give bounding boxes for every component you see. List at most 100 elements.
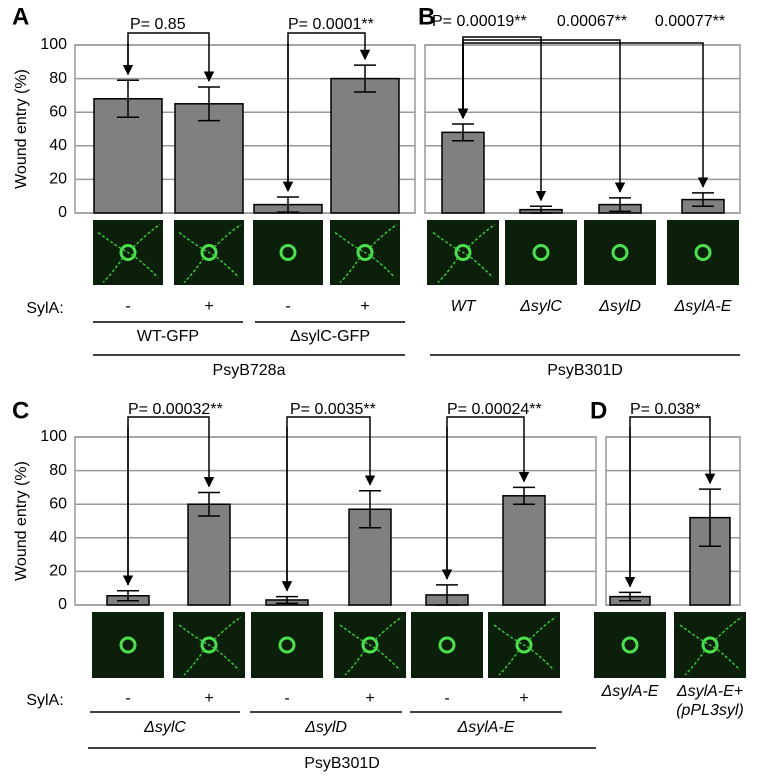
group-label: ΔsylC <box>143 719 186 736</box>
micrograph-hyphae <box>432 223 496 284</box>
category-label: - <box>444 690 450 707</box>
micrograph <box>505 220 577 285</box>
error-bar <box>692 192 714 208</box>
error-bar <box>117 589 139 602</box>
error-bar <box>513 486 535 505</box>
category-label-box: + <box>365 690 374 707</box>
micrograph <box>253 220 323 285</box>
error-bar <box>354 64 376 93</box>
error-bar <box>699 488 721 547</box>
micrograph <box>584 220 656 285</box>
micrograph-ring <box>278 636 296 654</box>
category-label-box: - <box>125 690 131 707</box>
micrograph-ring <box>200 636 218 654</box>
micrograph <box>667 220 739 285</box>
micrograph-ring <box>701 636 719 654</box>
p-value: P= 0.00024** <box>447 401 542 418</box>
y-tick-label: 60 <box>49 103 67 120</box>
micrograph-hyphae <box>493 616 557 676</box>
micrograph-hyphae <box>339 616 403 676</box>
plot-frame <box>605 436 741 606</box>
y-tick-label: 100 <box>40 36 67 53</box>
micrograph-ring <box>279 244 297 261</box>
panel-label: A <box>12 3 29 30</box>
error-bar <box>452 123 474 142</box>
category-label-box: + <box>204 298 214 315</box>
micrograph-hyphae <box>97 223 161 284</box>
panel-label: C <box>12 397 29 424</box>
p-value: P= 0.038* <box>630 401 701 418</box>
category-label: - <box>125 690 131 707</box>
bar <box>689 516 731 606</box>
category-label-box: ΔsylA-E+ (pPL3syl) <box>676 683 744 719</box>
strain-label: PsyB301D <box>304 755 380 772</box>
category-label-box: ΔsylA-E <box>674 298 732 315</box>
bar <box>502 495 546 606</box>
micrograph <box>594 612 666 678</box>
error-bar <box>117 79 139 118</box>
micrograph-hyphae <box>679 616 743 676</box>
micrograph <box>251 612 323 678</box>
category-label: - <box>284 690 290 707</box>
micrograph-hyphae <box>334 223 398 284</box>
category-label-box: + <box>519 690 528 707</box>
micrograph-ring <box>694 244 712 261</box>
micrograph-ring <box>119 244 137 261</box>
category-label: WT <box>450 298 476 315</box>
bar <box>174 103 244 214</box>
error-bar <box>276 595 298 605</box>
comparison-bracket <box>127 32 215 83</box>
plot-frame <box>424 44 741 214</box>
group-label: ΔsylD <box>304 719 347 736</box>
error-bar <box>359 490 381 529</box>
category-label-box: - <box>284 690 290 707</box>
micrograph-ring <box>515 636 533 654</box>
y-tick-label: 40 <box>49 137 67 154</box>
category-label: ΔsylC <box>520 298 562 315</box>
bar <box>330 77 400 214</box>
micrograph-ring <box>361 636 379 654</box>
group-label: ΔsylC-GFP <box>290 328 370 345</box>
micrograph-hyphae <box>178 223 242 284</box>
plot-frame <box>74 436 597 606</box>
category-label: + <box>204 298 214 315</box>
category-label-box: - <box>125 298 131 315</box>
category-label-box: + <box>204 690 214 707</box>
micrograph-ring <box>611 244 629 261</box>
category-label: + <box>204 690 214 707</box>
group-label: ΔsylA-E <box>457 719 515 736</box>
category-label-box: ΔsylC <box>520 298 562 315</box>
panel-label: B <box>418 3 435 30</box>
bar <box>187 503 231 606</box>
error-bar <box>198 491 220 517</box>
y-tick-label: 80 <box>49 462 67 479</box>
micrograph-ring <box>119 636 137 654</box>
category-label: ΔsylD <box>599 298 641 315</box>
micrograph-ring <box>200 244 218 261</box>
p-value: 0.00067** <box>557 13 627 30</box>
category-label-box: ΔsylD <box>599 298 641 315</box>
y-tick-label: 100 <box>40 428 67 445</box>
category-label-box: - <box>285 298 290 315</box>
micrograph <box>92 612 164 678</box>
error-bar <box>609 197 631 213</box>
error-bar <box>277 196 299 213</box>
micrograph-ring <box>454 244 472 261</box>
row-label: SylA: <box>26 300 63 317</box>
category-label: - <box>125 298 131 315</box>
comparison-bracket <box>462 42 709 188</box>
category-label-box: + <box>360 298 369 315</box>
p-value: 0.00077** <box>655 13 725 30</box>
micrograph-ring <box>438 636 456 654</box>
strain-label: PsyB728a <box>213 362 286 379</box>
micrograph-ring <box>532 244 550 261</box>
row-label: SylA: <box>26 692 63 709</box>
bar <box>441 131 485 214</box>
category-label-box: - <box>444 690 450 707</box>
micrograph-ring <box>356 244 374 261</box>
micrograph-ring <box>621 636 639 654</box>
y-axis-label: Wound entry (%) <box>13 69 30 189</box>
category-label: ΔsylA-E <box>674 298 732 315</box>
error-bar <box>530 205 552 214</box>
error-bar <box>436 584 458 606</box>
